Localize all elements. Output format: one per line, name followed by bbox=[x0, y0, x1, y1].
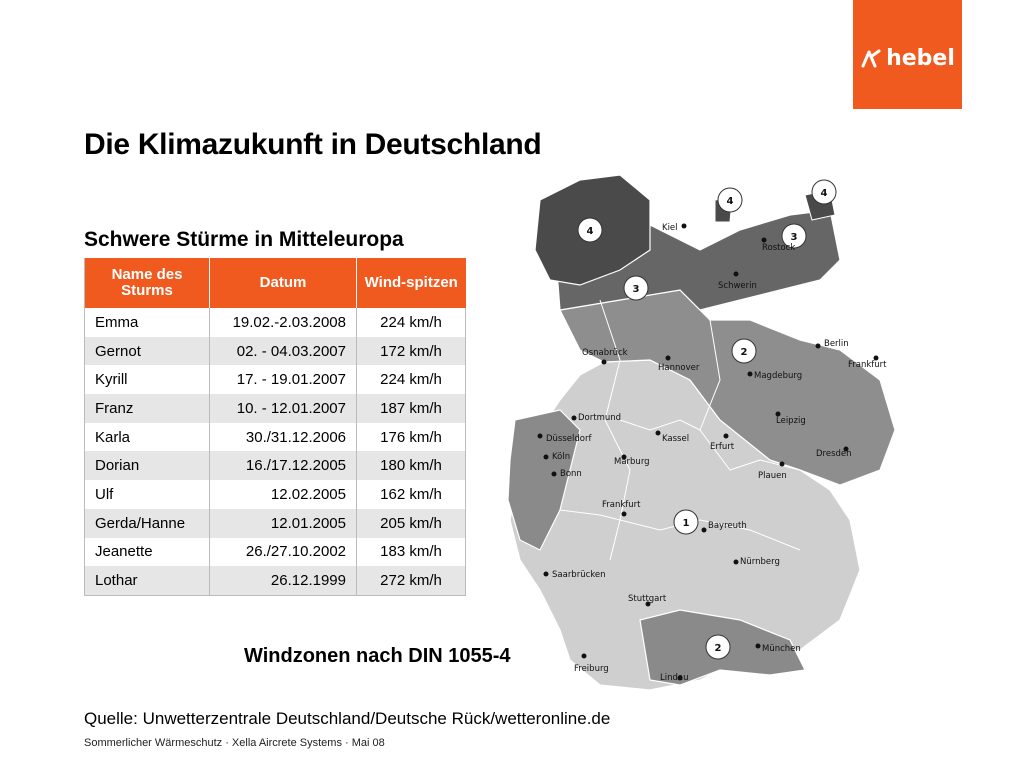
state-borders bbox=[559, 299, 801, 561]
city-label: Berlin bbox=[824, 339, 849, 349]
zone-badge: 2 bbox=[731, 338, 757, 364]
svg-text:4: 4 bbox=[587, 226, 594, 237]
svg-text:4: 4 bbox=[821, 188, 828, 199]
city-label: Leipzig bbox=[776, 416, 806, 426]
table-row: Emma 19.02.-2.03.2008 224 km/h bbox=[84, 308, 466, 337]
svg-text:2: 2 bbox=[741, 347, 748, 358]
storm-name: Karla bbox=[84, 422, 210, 452]
zone-badge: 3 bbox=[623, 275, 649, 301]
storm-date: 19.02.-2.03.2008 bbox=[209, 308, 357, 337]
storm-wind: 187 km/h bbox=[356, 394, 466, 423]
storm-name: Dorian bbox=[84, 451, 210, 481]
svg-text:3: 3 bbox=[791, 232, 798, 243]
storm-wind: 224 km/h bbox=[356, 308, 466, 337]
city-label: Erfurt bbox=[710, 442, 735, 452]
storm-name: Kyrill bbox=[84, 365, 210, 395]
svg-text:4: 4 bbox=[727, 196, 734, 207]
city-label: Bonn bbox=[560, 469, 582, 479]
city-label: Köln bbox=[552, 452, 570, 462]
germany-wind-zone-map: 4 4 4 3 3 2 1 2 Kiel Rostock Schwerin Os… bbox=[507, 174, 896, 691]
city-label: Bayreuth bbox=[708, 521, 747, 531]
table-row: Dorian 16./17.12.2005 180 km/h bbox=[84, 451, 466, 481]
header-date: Datum bbox=[209, 258, 357, 308]
zone-badge: 1 bbox=[673, 509, 699, 535]
city-label: München bbox=[762, 644, 801, 654]
header-wind: Wind-spitzen bbox=[356, 258, 466, 308]
storm-name: Gernot bbox=[84, 336, 210, 366]
city-label: Lindau bbox=[660, 673, 688, 683]
storm-name: Lothar bbox=[84, 566, 210, 596]
storm-date: 17. - 19.01.2007 bbox=[209, 365, 357, 395]
table-row: Jeanette 26./27.10.2002 183 km/h bbox=[84, 537, 466, 567]
table-row: Kyrill 17. - 19.01.2007 224 km/h bbox=[84, 365, 466, 395]
svg-text:2: 2 bbox=[715, 643, 722, 654]
footer-text: Sommerlicher Wärmeschutz · Xella Aircret… bbox=[84, 737, 385, 749]
city-label: Freiburg bbox=[574, 664, 609, 674]
storm-date: 12.01.2005 bbox=[209, 508, 357, 538]
city-label: Hannover bbox=[658, 363, 700, 373]
city-label: Düsseldorf bbox=[546, 434, 592, 444]
brand-logo: hebel bbox=[853, 0, 962, 109]
zone-badge: 3 bbox=[781, 223, 807, 249]
zone-badge: 4 bbox=[717, 187, 743, 213]
storm-date: 16./17.12.2005 bbox=[209, 451, 357, 481]
storm-date: 30./31.12.2006 bbox=[209, 422, 357, 452]
city-label: Kiel bbox=[662, 223, 678, 233]
zone-badge: 2 bbox=[705, 634, 731, 660]
svg-text:3: 3 bbox=[633, 284, 640, 295]
city-label: Stuttgart bbox=[628, 594, 667, 604]
storm-wind: 162 km/h bbox=[356, 480, 466, 509]
storm-date: 10. - 12.01.2007 bbox=[209, 394, 357, 423]
storm-wind: 176 km/h bbox=[356, 422, 466, 452]
logo-text: hebel bbox=[886, 46, 955, 71]
city-label: Nürnberg bbox=[740, 557, 780, 567]
storm-name: Franz bbox=[84, 394, 210, 423]
table-row: Gerda/Hanne 12.01.2005 205 km/h bbox=[84, 508, 466, 538]
city-label: Dortmund bbox=[578, 413, 621, 423]
storm-date: 26.12.1999 bbox=[209, 566, 357, 596]
city-label: Plauen bbox=[758, 471, 787, 481]
city-label: Dresden bbox=[816, 449, 852, 459]
city-label: Osnabrück bbox=[582, 348, 628, 358]
storm-date: 12.02.2005 bbox=[209, 480, 357, 509]
city-label: Frankfurt bbox=[602, 500, 641, 510]
storm-name: Ulf bbox=[84, 480, 210, 509]
hebel-logo-icon bbox=[861, 49, 881, 67]
map-caption: Windzonen nach DIN 1055-4 bbox=[244, 645, 511, 667]
city-label: Marburg bbox=[614, 457, 650, 467]
section-subtitle: Schwere Stürme in Mitteleuropa bbox=[84, 228, 404, 251]
storm-name: Emma bbox=[84, 308, 210, 337]
table-row: Lothar 26.12.1999 272 km/h bbox=[84, 566, 466, 596]
storm-date: 02. - 04.03.2007 bbox=[209, 336, 357, 366]
city-markers: Kiel Rostock Schwerin Osnabrück Hannover… bbox=[537, 223, 887, 683]
source-note: Quelle: Unwetterzentrale Deutschland/Deu… bbox=[84, 709, 611, 728]
svg-text:1: 1 bbox=[683, 518, 690, 529]
city-label: Saarbrücken bbox=[552, 570, 606, 580]
storm-wind: 224 km/h bbox=[356, 365, 466, 395]
storm-wind: 183 km/h bbox=[356, 537, 466, 567]
table-row: Gernot 02. - 04.03.2007 172 km/h bbox=[84, 336, 466, 366]
storm-table: Name des Sturms Datum Wind-spitzen Emma … bbox=[84, 258, 466, 596]
header-name: Name des Sturms bbox=[84, 258, 210, 308]
table-header-row: Name des Sturms Datum Wind-spitzen bbox=[84, 258, 466, 308]
city-label: Schwerin bbox=[718, 281, 757, 291]
zone-badge: 4 bbox=[577, 217, 603, 243]
storm-name: Gerda/Hanne bbox=[84, 508, 210, 538]
storm-date: 26./27.10.2002 bbox=[209, 537, 357, 567]
table-row: Ulf 12.02.2005 162 km/h bbox=[84, 480, 466, 509]
table-row: Karla 30./31.12.2006 176 km/h bbox=[84, 422, 466, 452]
storm-wind: 172 km/h bbox=[356, 336, 466, 366]
city-label: Kassel bbox=[662, 434, 689, 444]
page-title: Die Klimazukunft in Deutschland bbox=[84, 128, 542, 161]
storm-wind: 272 km/h bbox=[356, 566, 466, 596]
storm-wind: 180 km/h bbox=[356, 451, 466, 481]
zone-2-area-west bbox=[507, 409, 581, 551]
city-label: Frankfurt bbox=[848, 360, 887, 370]
storm-name: Jeanette bbox=[84, 537, 210, 567]
table-row: Franz 10. - 12.01.2007 187 km/h bbox=[84, 394, 466, 423]
zone-badge: 4 bbox=[811, 179, 837, 205]
city-label: Magdeburg bbox=[754, 371, 802, 381]
city-label: Rostock bbox=[762, 243, 795, 253]
storm-wind: 205 km/h bbox=[356, 508, 466, 538]
